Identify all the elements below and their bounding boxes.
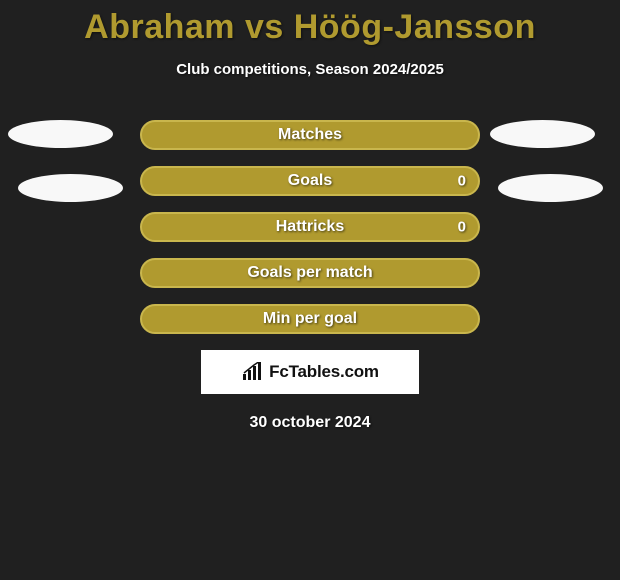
stat-bar: Goals0 (140, 166, 480, 196)
stat-bar: Hattricks0 (140, 212, 480, 242)
stat-value: 0 (458, 219, 466, 236)
logo-box: FcTables.com (201, 350, 419, 394)
stat-row: Matches (0, 120, 620, 150)
stat-bar: Matches (140, 120, 480, 150)
stat-label: Matches (142, 126, 478, 144)
stat-row: Goals per match (0, 258, 620, 288)
comparison-chart: MatchesGoals0Hattricks0Goals per matchMi… (0, 120, 620, 334)
stat-row: Goals0 (0, 166, 620, 196)
logo-text: FcTables.com (269, 362, 379, 382)
stat-label: Goals per match (142, 264, 478, 282)
date-label: 30 october 2024 (0, 414, 620, 432)
stat-bar: Min per goal (140, 304, 480, 334)
page-title: Abraham vs Höög-Jansson (0, 0, 620, 47)
chart-icon (241, 362, 265, 382)
stat-label: Goals (142, 172, 478, 190)
subtitle: Club competitions, Season 2024/2025 (0, 61, 620, 78)
stat-bar: Goals per match (140, 258, 480, 288)
stat-value: 0 (458, 173, 466, 190)
stat-label: Min per goal (142, 310, 478, 328)
stat-label: Hattricks (142, 218, 478, 236)
stat-row: Hattricks0 (0, 212, 620, 242)
stat-row: Min per goal (0, 304, 620, 334)
